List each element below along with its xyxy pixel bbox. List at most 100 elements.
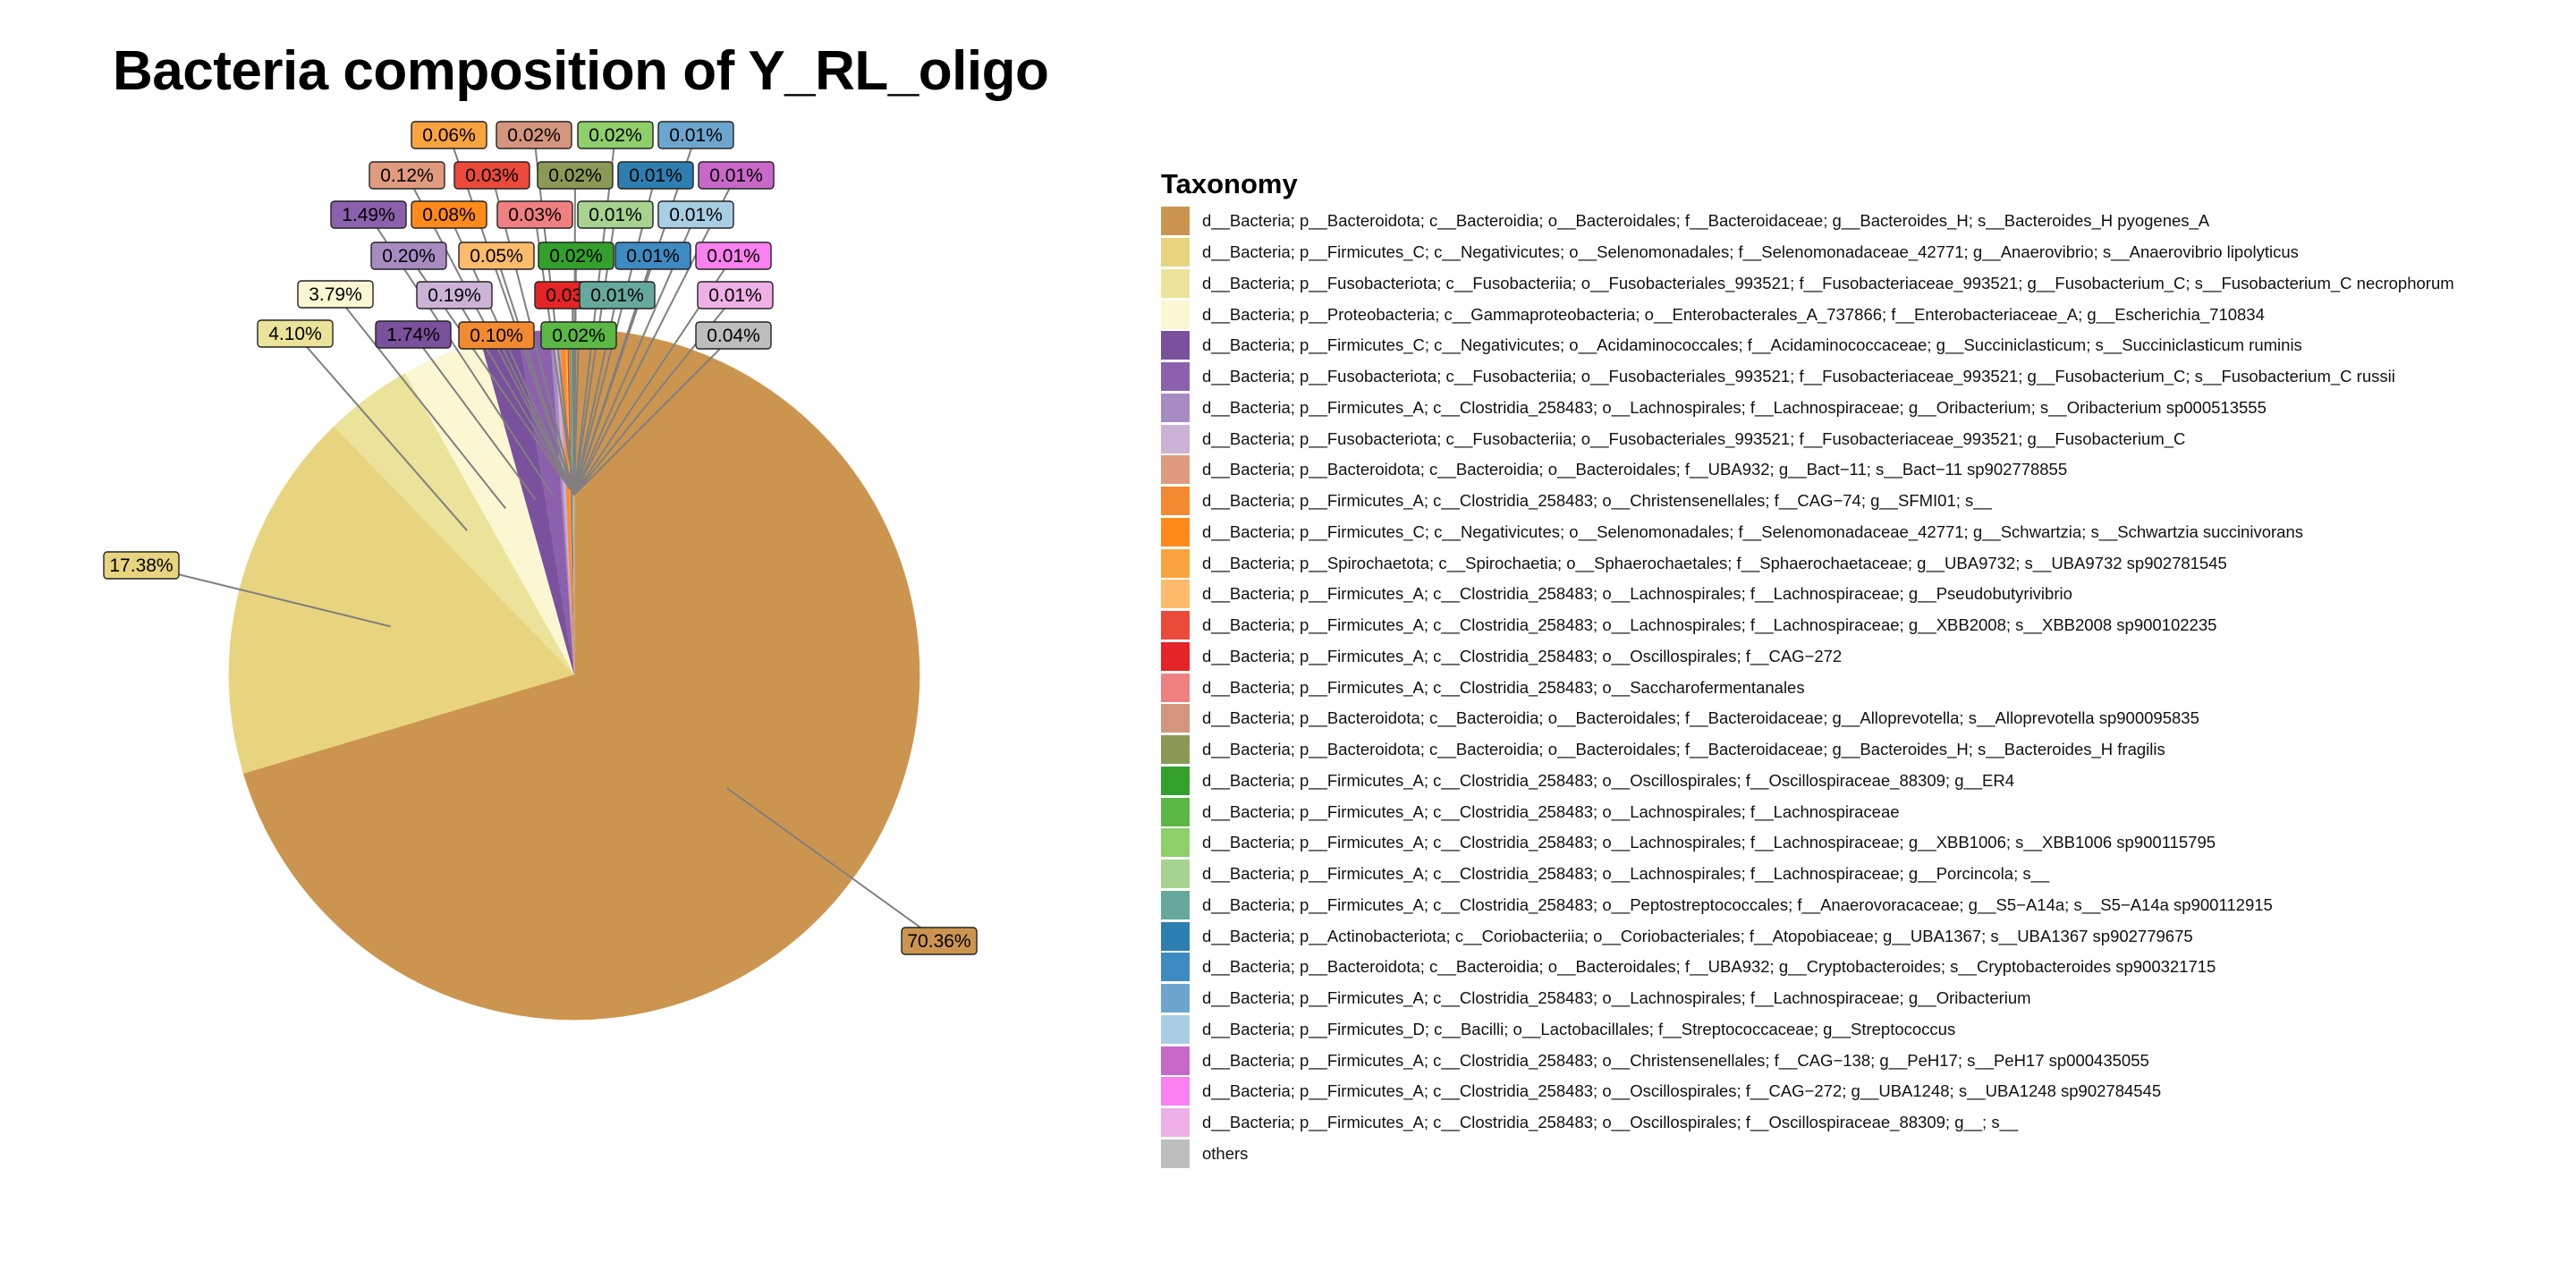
- slice-label: 0.10%: [458, 321, 535, 350]
- slice-label-box: [458, 242, 535, 270]
- slice-label-box: [579, 281, 656, 309]
- slice-label-text: 0.03%: [508, 205, 562, 225]
- legend-swatch: [1161, 548, 1190, 578]
- slice-label: 1.49%: [330, 200, 407, 229]
- legend-swatch: [1161, 300, 1190, 329]
- legend-item: d__Bacteria; p__Firmicutes_A; c__Clostri…: [1161, 1045, 2454, 1076]
- leader-line: [412, 334, 537, 500]
- pie-chart: 70.36% 17.38% 4.10% 3.79% 1.74% 1.49% 0.20% 0.1…: [103, 121, 978, 1021]
- legend-label: d__Bacteria; p__Firmicutes_A; c__Clostri…: [1202, 1081, 2162, 1101]
- slice-label: 0.20%: [370, 242, 447, 270]
- slice-label-text: 0.02%: [552, 326, 606, 346]
- slice-label: 0.01%: [577, 200, 654, 229]
- slice-label: 70.36%: [901, 927, 978, 955]
- leader-line: [140, 564, 391, 628]
- legend-items: d__Bacteria; p__Bacteroidota; c__Bactero…: [1161, 206, 2454, 1169]
- slice-label: 0.01%: [614, 242, 691, 270]
- slice-label-text: 0.10%: [470, 326, 523, 346]
- legend-label: d__Bacteria; p__Firmicutes_A; c__Clostri…: [1202, 397, 2267, 417]
- slice-label: 0.02%: [537, 161, 614, 190]
- legend-item: d__Bacteria; p__Fusobacteriota; c__Fusob…: [1161, 361, 2454, 393]
- legend-label: d__Bacteria; p__Actinobacteriota; c__Cor…: [1202, 926, 2193, 945]
- slice-label-box: [657, 121, 734, 149]
- slice-label: 0.08%: [411, 200, 487, 229]
- slice-label-box: [698, 161, 775, 190]
- slice-label-text: 0.12%: [380, 165, 434, 186]
- legend-item: d__Bacteria; p__Bacteroidota; c__Bactero…: [1161, 703, 2454, 734]
- slice-label: 0.01%: [657, 121, 734, 149]
- legend-item: d__Bacteria; p__Bacteroidota; c__Bactero…: [1161, 206, 2454, 237]
- chart-legend: Taxonomy d__Bacteria; p__Bacteroidota; c…: [1161, 170, 2454, 1169]
- slice-label-box: [297, 280, 374, 309]
- legend-label: d__Bacteria; p__Firmicutes_D; c__Bacilli…: [1202, 1019, 1956, 1038]
- legend-swatch: [1161, 766, 1190, 795]
- legend-swatch: [1161, 641, 1190, 671]
- legend-swatch: [1161, 673, 1190, 702]
- slice-labels: 70.36% 17.38% 4.10% 3.79% 1.74% 1.49% 0.20% 0.1…: [103, 121, 978, 955]
- slice-label-box: [330, 200, 407, 229]
- slice-label: 0.01%: [697, 281, 774, 309]
- legend-title: Taxonomy: [1161, 168, 1298, 199]
- legend-item: d__Bacteria; p__Firmicutes_A; c__Clostri…: [1161, 827, 2454, 859]
- legend-label: d__Bacteria; p__Firmicutes_A; c__Clostri…: [1202, 1050, 2149, 1070]
- legend-swatch: [1161, 797, 1190, 826]
- slice-label-box: [697, 281, 774, 309]
- slice-label-box: [537, 161, 614, 190]
- legend-item: d__Bacteria; p__Spirochaetota; c__Spiroc…: [1161, 547, 2454, 579]
- legend-item: d__Bacteria; p__Firmicutes_A; c__Clostri…: [1161, 1107, 2454, 1139]
- legend-item: d__Bacteria; p__Bacteroidota; c__Bactero…: [1161, 952, 2454, 983]
- legend-swatch: [1161, 424, 1190, 453]
- legend-swatch: [1161, 1139, 1190, 1168]
- legend-label: d__Bacteria; p__Bacteroidota; c__Bactero…: [1202, 957, 2216, 977]
- leader-line: [533, 134, 575, 496]
- legend-item: d__Bacteria; p__Firmicutes_A; c__Clostri…: [1161, 983, 2454, 1014]
- slice-label-text: 17.38%: [109, 555, 173, 576]
- legend-item: d__Bacteria; p__Firmicutes_C; c__Negativ…: [1161, 330, 2454, 361]
- pie-slice: [228, 426, 575, 774]
- slice-label: 0.02%: [538, 242, 614, 270]
- slice-label-text: 0.01%: [669, 125, 723, 146]
- leader-line: [573, 134, 616, 496]
- legend-item: d__Bacteria; p__Bacteroidota; c__Bactero…: [1161, 734, 2454, 766]
- slice-label: 0.02%: [540, 321, 617, 350]
- leader-line: [573, 335, 734, 496]
- leader-line: [294, 333, 468, 531]
- legend-item: d__Bacteria; p__Firmicutes_A; c__Clostri…: [1161, 766, 2454, 797]
- slice-label-box: [375, 320, 452, 349]
- slice-label-text: 1.74%: [386, 325, 440, 345]
- slice-label-box: [496, 200, 573, 229]
- legend-label: d__Bacteria; p__Bacteroidota; c__Bactero…: [1202, 460, 2068, 479]
- legend-swatch: [1161, 455, 1190, 485]
- legend-label: d__Bacteria; p__Bacteroidota; c__Bactero…: [1202, 708, 2199, 728]
- legend-swatch: [1161, 362, 1190, 392]
- slice-label: 0.01%: [617, 161, 694, 190]
- legend-swatch: [1161, 984, 1190, 1013]
- slice-label-box: [103, 551, 180, 580]
- slice-label-text: 1.49%: [342, 205, 395, 225]
- slice-label: 0.01%: [695, 242, 772, 270]
- slice-label: 17.38%: [103, 551, 180, 580]
- legend-item: d__Bacteria; p__Firmicutes_A; c__Clostri…: [1161, 859, 2454, 890]
- legend-item: d__Bacteria; p__Fusobacteriota; c__Fusob…: [1161, 268, 2454, 300]
- legend-item: d__Bacteria; p__Proteobacteria; c__Gamma…: [1161, 299, 2454, 330]
- legend-item: d__Bacteria; p__Firmicutes_C; c__Negativ…: [1161, 237, 2454, 268]
- legend-item: others: [1161, 1139, 2454, 1170]
- legend-item: d__Bacteria; p__Actinobacteriota; c__Cor…: [1161, 920, 2454, 952]
- legend-swatch: [1161, 860, 1190, 889]
- legend-swatch: [1161, 1014, 1190, 1044]
- slice-label: 0.02%: [496, 121, 572, 149]
- legend-item: d__Bacteria; p__Firmicutes_A; c__Clostri…: [1161, 579, 2454, 610]
- legend-swatch: [1161, 828, 1190, 858]
- legend-label: d__Bacteria; p__Firmicutes_C; c__Negativ…: [1202, 242, 2299, 262]
- leader-line: [725, 786, 940, 942]
- legend-label: d__Bacteria; p__Firmicutes_C; c__Negativ…: [1202, 335, 2302, 355]
- legend-item: d__Bacteria; p__Firmicutes_A; c__Clostri…: [1161, 610, 2454, 641]
- slice-label-box: [416, 281, 493, 309]
- slice-label: 0.03%: [453, 161, 530, 190]
- slice-label-box: [540, 321, 617, 350]
- legend-label: d__Bacteria; p__Firmicutes_A; c__Clostri…: [1202, 677, 1805, 697]
- slice-label: 0.04%: [695, 321, 772, 350]
- slice-label-text: 0.02%: [549, 246, 603, 267]
- slice-label: 0.19%: [416, 281, 493, 309]
- slice-label-box: [411, 200, 487, 229]
